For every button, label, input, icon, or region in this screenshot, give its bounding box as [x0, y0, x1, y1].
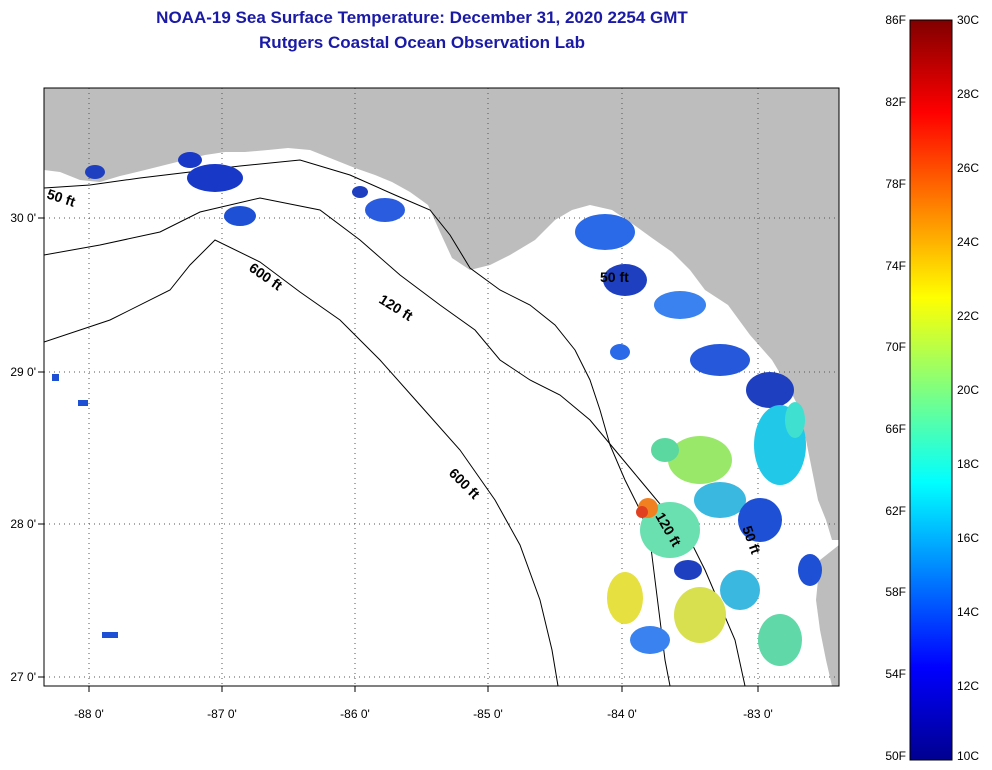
- axis-ticks: [38, 217, 759, 692]
- colorbar-c-label: 24C: [957, 235, 979, 249]
- colorbar-f-label: 74F: [885, 259, 906, 273]
- x-tick-label: -83 0': [743, 707, 773, 721]
- sst-patch: [640, 502, 700, 558]
- sst-patch: [610, 344, 630, 360]
- sst-patch: [654, 291, 706, 319]
- sst-patch: [224, 206, 256, 226]
- y-axis-labels: 30 0' 29 0' 28 0' 27 0': [10, 211, 36, 684]
- sst-patch: [85, 165, 105, 179]
- sst-patch: [690, 344, 750, 376]
- y-tick-label: 30 0': [10, 211, 36, 225]
- colorbar-c-label: 20C: [957, 383, 979, 397]
- colorbar-f-label: 86F: [885, 13, 906, 27]
- x-axis-labels: -88 0' -87 0' -86 0' -85 0' -84 0' -83 0…: [74, 707, 773, 721]
- sst-patch: [603, 264, 647, 296]
- y-tick-label: 29 0': [10, 365, 36, 379]
- sst-patch: [352, 186, 368, 198]
- x-tick-label: -84 0': [607, 707, 637, 721]
- colorbar-c-label: 12C: [957, 679, 979, 693]
- sst-patch: [651, 438, 679, 462]
- sst-patch: [738, 498, 782, 542]
- sst-patch: [720, 570, 760, 610]
- peninsula-tip-land: [816, 545, 839, 686]
- x-tick-label: -87 0': [207, 707, 237, 721]
- y-tick-label: 27 0': [10, 670, 36, 684]
- sst-patch: [178, 152, 202, 168]
- x-tick-label: -88 0': [74, 707, 104, 721]
- colorbar-f-labels: 86F 82F 78F 74F 70F 66F 62F 58F 54F 50F: [885, 13, 906, 763]
- colorbar-f-label: 66F: [885, 422, 906, 436]
- contour-600ft: [44, 239, 559, 686]
- x-tick-label: -86 0': [340, 707, 370, 721]
- sst-patch: [575, 214, 635, 250]
- colorbar-c-labels: 30C 28C 26C 24C 22C 20C 18C 16C 14C 12C …: [957, 13, 979, 763]
- colorbar-f-label: 50F: [885, 749, 906, 763]
- colorbar-c-label: 22C: [957, 309, 979, 323]
- colorbar-c-label: 28C: [957, 87, 979, 101]
- colorbar-f-label: 70F: [885, 340, 906, 354]
- sst-patch: [636, 506, 648, 518]
- colorbar-c-label: 10C: [957, 749, 979, 763]
- colorbar-c-label: 14C: [957, 605, 979, 619]
- sst-patch: [365, 198, 405, 222]
- y-tick-label: 28 0': [10, 517, 36, 531]
- colorbar-c-label: 26C: [957, 161, 979, 175]
- colorbar-f-label: 54F: [885, 667, 906, 681]
- sst-patch: [758, 614, 802, 666]
- sst-patch: [694, 482, 746, 518]
- colorbar-f-label: 58F: [885, 585, 906, 599]
- sst-patch: [78, 400, 88, 406]
- map-subtitle: Rutgers Coastal Ocean Observation Lab: [259, 33, 585, 52]
- contour-label: 50 ft: [600, 269, 629, 285]
- sst-patch: [630, 626, 670, 654]
- sst-patch: [102, 632, 118, 638]
- sst-patch: [798, 554, 822, 586]
- colorbar-c-label: 30C: [957, 13, 979, 27]
- sst-patch: [187, 164, 243, 192]
- sst-patch: [52, 374, 59, 381]
- x-tick-label: -85 0': [473, 707, 503, 721]
- colorbar-c-label: 16C: [957, 531, 979, 545]
- sst-patch: [674, 560, 702, 580]
- colorbar-f-label: 82F: [885, 95, 906, 109]
- sst-observations: [52, 152, 822, 666]
- colorbar-f-label: 78F: [885, 177, 906, 191]
- colorbar-c-label: 18C: [957, 457, 979, 471]
- sst-patch: [668, 436, 732, 484]
- sst-patch: [674, 587, 726, 643]
- map-frame: [43, 87, 840, 687]
- colorbar-f-label: 62F: [885, 504, 906, 518]
- contour-120ft: [44, 197, 746, 686]
- land-mass: [44, 88, 839, 540]
- sst-patch: [785, 402, 805, 438]
- sst-patch: [746, 372, 794, 408]
- colorbar: [909, 19, 953, 761]
- map-title: NOAA-19 Sea Surface Temperature: Decembe…: [156, 8, 688, 27]
- sst-patch: [607, 572, 643, 624]
